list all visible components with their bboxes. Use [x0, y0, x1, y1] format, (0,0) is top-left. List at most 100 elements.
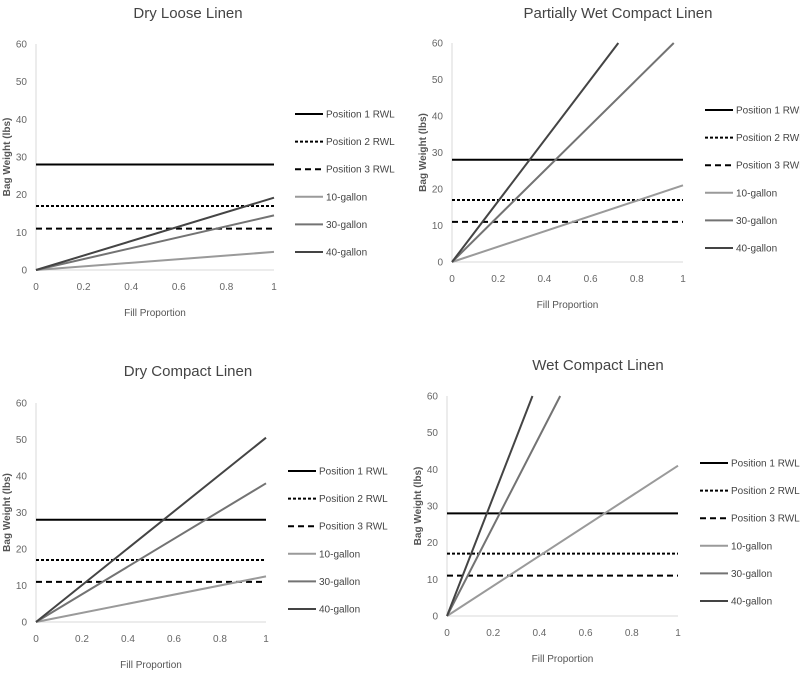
x-tick-label: 0.2	[77, 282, 91, 293]
x-axis-label: Fill Proportion	[532, 654, 594, 665]
x-axis-label: Fill Proportion	[124, 308, 186, 319]
chart-panel-3: Dry Compact Linen 0 10 20 30 40 50 60 0 0.2 0.4 0.6…	[2, 363, 388, 671]
y-axis-label: Bag Weight (lbs)	[2, 473, 13, 552]
y-tick-label: 20	[16, 545, 28, 556]
series-line-40-gallon	[35, 436, 267, 623]
y-axis-label: Bag Weight (lbs)	[2, 118, 13, 197]
y-tick-label: 60	[16, 399, 28, 410]
x-tick-label: 1	[675, 628, 681, 639]
y-tick-label: 50	[432, 75, 444, 86]
legend-label: Position 2 RWL	[319, 494, 388, 505]
y-tick-label: 10	[432, 221, 444, 232]
legend-label: Position 3 RWL	[736, 161, 800, 172]
series-line-40-gallon	[35, 196, 275, 271]
series-line-10-gallon	[35, 250, 275, 271]
y-tick-label: 50	[16, 77, 28, 88]
chart-panel-2: Partially Wet Compact Linen0102030405060…	[418, 5, 800, 311]
legend-label: 30-gallon	[731, 569, 772, 580]
y-tick-label: 60	[427, 392, 439, 403]
x-tick-label: 0.8	[625, 628, 639, 639]
series-line-30-gallon	[35, 214, 275, 271]
series-line-30-gallon	[35, 482, 267, 623]
legend-label: 40-gallon	[319, 605, 360, 616]
series-line-10-gallon	[451, 184, 684, 263]
legend-label: 10-gallon	[731, 541, 772, 552]
y-tick-label: 50	[16, 435, 28, 446]
y-tick-label: 20	[16, 190, 28, 201]
x-axis-label: Fill Proportion	[537, 300, 599, 311]
y-tick-label: 0	[21, 618, 27, 629]
legend-label: 40-gallon	[731, 597, 772, 608]
chart-title: Partially Wet Compact Linen	[524, 5, 713, 22]
legend-label: 30-gallon	[319, 577, 360, 588]
y-tick-label: 40	[16, 472, 28, 483]
x-tick-label: 0	[33, 282, 39, 293]
y-axis-label: Bag Weight (lbs)	[413, 467, 424, 546]
series-line-10-gallon	[35, 575, 267, 623]
y-tick-label: 50	[427, 428, 439, 439]
x-tick-label: 0.4	[124, 282, 138, 293]
legend-label: Position 3 RWL	[326, 165, 395, 176]
y-tick-label: 30	[427, 502, 439, 513]
x-tick-label: 0.4	[121, 634, 135, 645]
chart-panel-4: Wet Compact Linen 0 10 20 30 40 50 60 0 0.2 0.4 0.6…	[413, 357, 800, 665]
y-tick-label: 10	[16, 228, 28, 239]
legend-label: Position 1 RWL	[736, 106, 800, 117]
chart-title: Dry Compact Linen	[124, 363, 252, 380]
legend-label: Position 1 RWL	[731, 459, 800, 470]
series-line-10-gallon	[446, 464, 679, 617]
x-tick-label: 0.8	[630, 274, 644, 285]
x-tick-label: 0.2	[486, 628, 500, 639]
legend-label: 10-gallon	[736, 188, 777, 199]
series-line-30-gallon	[451, 42, 675, 263]
y-tick-label: 40	[427, 465, 439, 476]
x-tick-label: 1	[263, 634, 269, 645]
legend-label: Position 1 RWL	[326, 110, 395, 121]
chart-panel-1: Dry Loose Linen 0 10 20 30 40 50 60 0 0.2 0.4 0.6 0.…	[2, 5, 395, 319]
y-axis-label: Bag Weight (lbs)	[418, 113, 429, 192]
legend-label: Position 1 RWL	[319, 467, 388, 478]
legend-label: 40-gallon	[326, 248, 367, 259]
y-tick-label: 20	[427, 538, 439, 549]
series-line-40-gallon	[451, 42, 620, 263]
x-tick-label: 1	[680, 274, 686, 285]
x-tick-label: 0.8	[213, 634, 227, 645]
y-tick-label: 20	[432, 185, 444, 196]
x-tick-label: 0	[444, 628, 450, 639]
legend-label: 40-gallon	[736, 244, 777, 255]
series-line-40-gallon	[446, 395, 534, 617]
legend-label: 30-gallon	[326, 220, 367, 231]
y-tick-label: 30	[432, 148, 444, 159]
x-tick-label: 0.6	[579, 628, 593, 639]
legend-label: 30-gallon	[736, 216, 777, 227]
chart-title: Wet Compact Linen	[532, 357, 663, 374]
x-axis-label: Fill Proportion	[120, 660, 182, 671]
y-tick-label: 10	[427, 575, 439, 586]
x-tick-label: 0.6	[172, 282, 186, 293]
y-tick-label: 60	[432, 39, 444, 50]
x-tick-label: 0.6	[167, 634, 181, 645]
x-tick-label: 0.2	[491, 274, 505, 285]
x-tick-label: 0.4	[537, 274, 551, 285]
y-tick-label: 0	[21, 266, 27, 277]
x-tick-label: 0	[33, 634, 39, 645]
y-tick-label: 30	[16, 508, 28, 519]
y-tick-label: 60	[16, 40, 28, 51]
legend-label: Position 3 RWL	[319, 522, 388, 533]
x-tick-label: 0.4	[532, 628, 546, 639]
legend-label: Position 2 RWL	[736, 133, 800, 144]
y-tick-label: 30	[16, 153, 28, 164]
legend-label: Position 2 RWL	[326, 137, 395, 148]
series-line-30-gallon	[446, 395, 562, 617]
y-tick-label: 40	[432, 112, 444, 123]
y-tick-label: 10	[16, 581, 28, 592]
x-tick-label: 0.2	[75, 634, 89, 645]
legend-label: Position 2 RWL	[731, 486, 800, 497]
legend-label: 10-gallon	[319, 549, 360, 560]
x-tick-label: 1	[271, 282, 277, 293]
x-tick-label: 0	[449, 274, 455, 285]
chart-title: Dry Loose Linen	[133, 5, 242, 22]
y-tick-label: 40	[16, 115, 28, 126]
x-tick-label: 0.6	[584, 274, 598, 285]
y-tick-label: 0	[437, 258, 443, 269]
